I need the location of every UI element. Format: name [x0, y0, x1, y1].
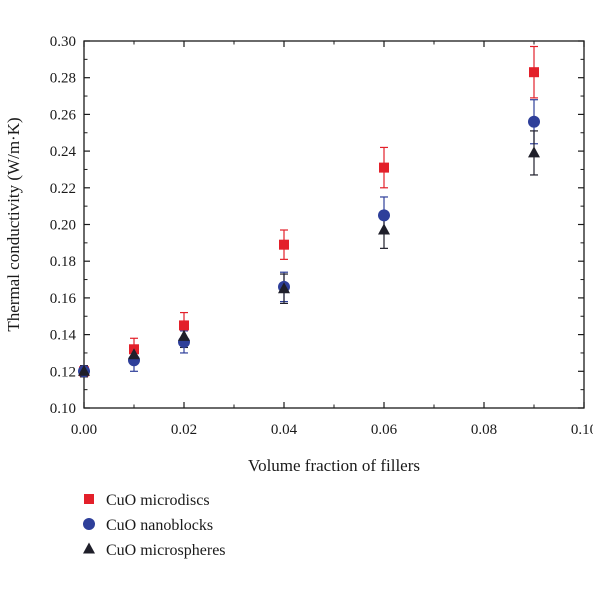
- x-tick-label: 0.04: [271, 422, 298, 438]
- data-markers: [78, 67, 540, 378]
- legend-label-nanoblocks: CuO nanoblocks: [106, 517, 213, 534]
- x-tick-label: 0.06: [371, 422, 398, 438]
- legend: CuO microdiscs CuO nanoblocks CuO micros…: [83, 492, 226, 559]
- plot-border: [83, 40, 585, 409]
- legend-label-microspheres: CuO microspheres: [106, 542, 226, 559]
- y-tick-label: 0.28: [50, 71, 76, 87]
- legend-symbol-cuo-microspheres: [83, 542, 95, 554]
- data-point-cuo-microdiscs: [529, 67, 539, 78]
- axis-ticks: [83, 40, 585, 409]
- legend-marker-circle: [83, 518, 95, 530]
- legend-marker-triangle: [83, 542, 95, 554]
- x-tick-label: 0.02: [171, 422, 197, 438]
- y-tick-label: 0.30: [50, 34, 76, 50]
- legend-item-microdiscs: CuO microdiscs: [84, 492, 210, 509]
- data-point-cuo-microspheres: [378, 223, 390, 235]
- legend-marker-square: [84, 494, 94, 504]
- x-tick-label: 0.10: [571, 422, 593, 438]
- x-axis-title: Volume fraction of fillers: [248, 456, 420, 475]
- y-tick-label: 0.20: [50, 218, 76, 234]
- x-tick-label: 0.08: [471, 422, 497, 438]
- y-axis-title: Thermal conductivity (W/m·K): [4, 117, 23, 331]
- legend-item-nanoblocks: CuO nanoblocks: [83, 517, 213, 534]
- axis-tick-labels: 0.00 0.02 0.04 0.06 0.08 0.10 0.10 0.12 0.14 0.16…: [50, 34, 593, 438]
- legend-symbol-cuo-microdiscs: [84, 494, 94, 504]
- y-tick-label: 0.10: [50, 401, 76, 417]
- data-point-cuo-microspheres: [178, 329, 190, 341]
- legend-symbol-cuo-nanoblocks: [83, 518, 95, 530]
- legend-item-microspheres: CuO microspheres: [83, 542, 226, 559]
- x-tick-label: 0.00: [71, 422, 97, 438]
- plot-frame: [83, 40, 585, 409]
- data-point-cuo-microspheres: [78, 364, 90, 376]
- data-point-cuo-microspheres: [278, 282, 290, 294]
- y-tick-label: 0.24: [50, 144, 77, 160]
- legend-label-microdiscs: CuO microdiscs: [106, 492, 210, 509]
- data-point-cuo-microdiscs: [379, 162, 389, 173]
- data-point-cuo-microdiscs: [179, 320, 189, 331]
- data-point-cuo-microspheres: [128, 348, 140, 360]
- y-tick-label: 0.18: [50, 254, 76, 270]
- y-tick-label: 0.22: [50, 181, 76, 197]
- error-bars: [80, 45, 538, 378]
- y-tick-label: 0.26: [50, 107, 77, 123]
- data-point-cuo-nanoblocks: [528, 115, 540, 128]
- y-tick-label: 0.14: [50, 328, 77, 344]
- data-point-cuo-microdiscs: [279, 239, 289, 250]
- data-point-cuo-nanoblocks: [378, 209, 390, 222]
- y-tick-label: 0.12: [50, 364, 76, 380]
- y-tick-label: 0.16: [50, 291, 77, 307]
- data-point-cuo-microspheres: [528, 146, 540, 158]
